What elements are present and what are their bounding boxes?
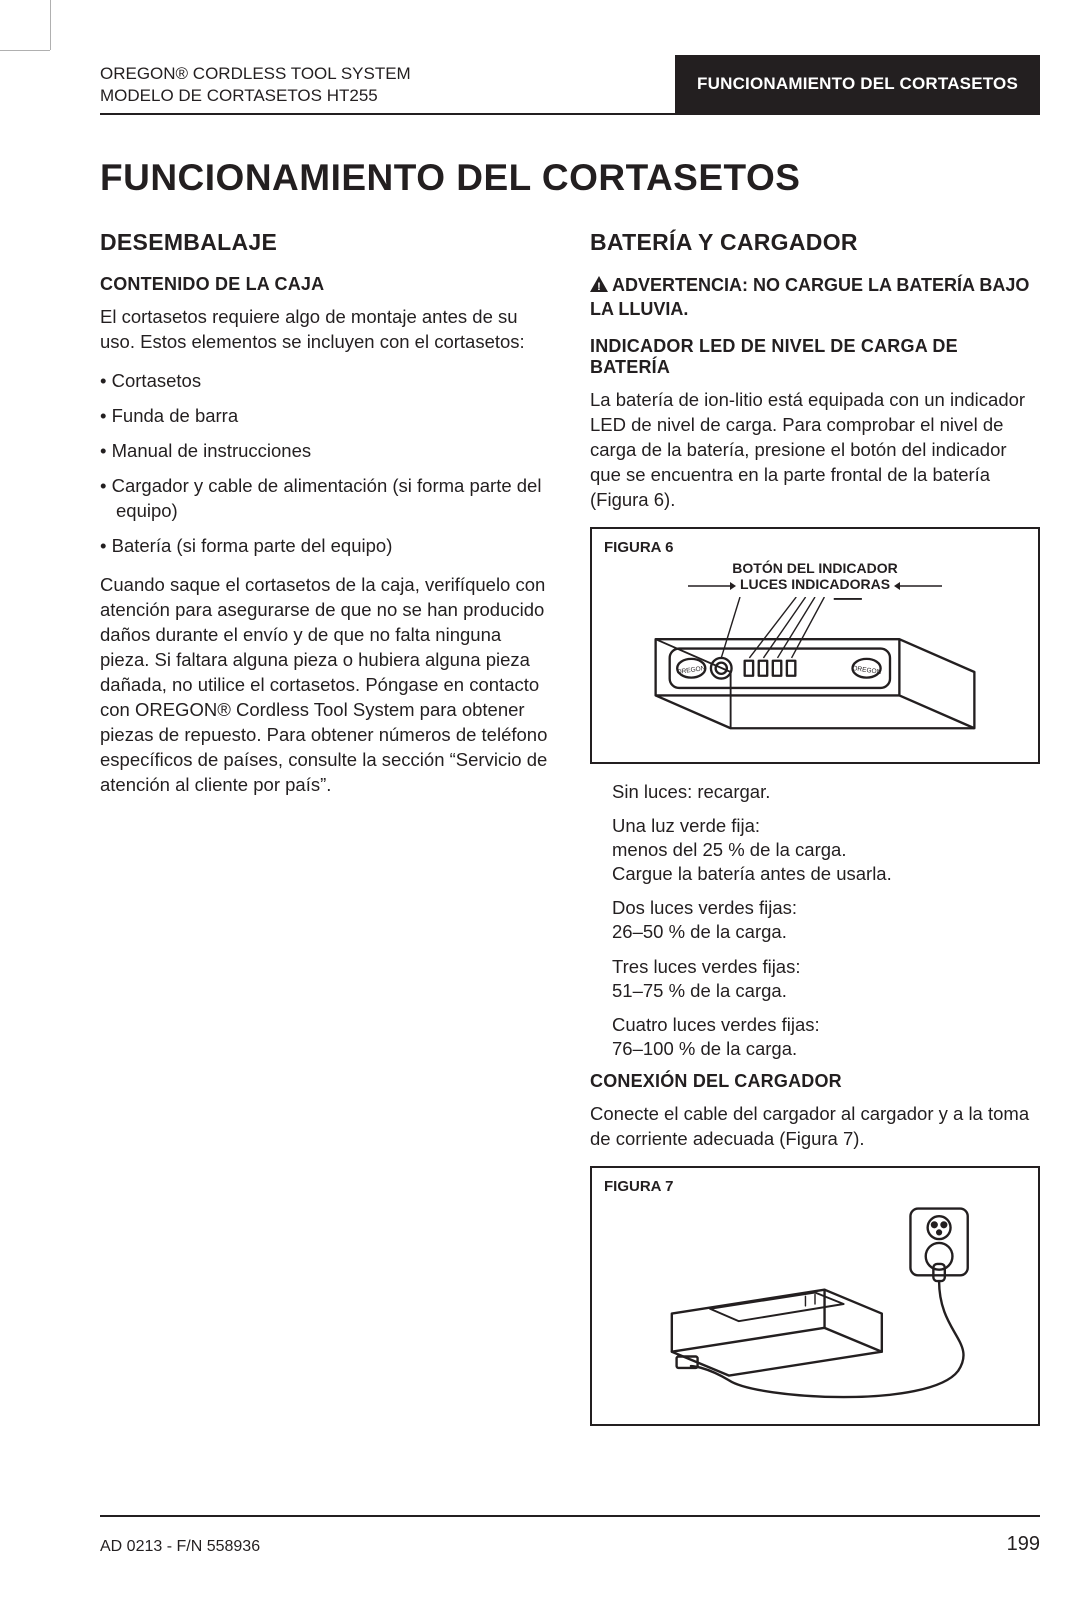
- section-title-battery: BATERÍA Y CARGADOR: [590, 229, 1040, 256]
- item-label: Batería (si forma parte del equipo): [112, 535, 393, 556]
- led-state: Tres luces verdes fijas: 51–75 % de la c…: [612, 955, 1040, 1003]
- page-content: OREGON® CORDLESS TOOL SYSTEM MODELO DE C…: [100, 55, 1040, 1572]
- led-state: Cuatro luces verdes fijas: 76–100 % de l…: [612, 1013, 1040, 1061]
- left-column: DESEMBALAJE CONTENIDO DE LA CAJA El cort…: [100, 229, 550, 1442]
- charger-illustration: [604, 1199, 1026, 1409]
- subsection-led: INDICADOR LED DE NIVEL DE CARGA DE BATER…: [590, 336, 1040, 378]
- header-line-1: OREGON® CORDLESS TOOL SYSTEM: [100, 63, 411, 85]
- section-title-unpacking: DESEMBALAJE: [100, 229, 550, 256]
- warning-text: ! ADVERTENCIA: NO CARGUE LA BATERÍA BAJO…: [590, 274, 1040, 322]
- led-state: Una luz verde fija: menos del 25 % de la…: [612, 814, 1040, 886]
- page-number: 199: [1007, 1533, 1040, 1556]
- subsection-box-contents: CONTENIDO DE LA CAJA: [100, 274, 550, 295]
- item-label: Cargador y cable de alimentación (si for…: [112, 475, 542, 521]
- crop-mark: [0, 50, 50, 51]
- list-item: Cargador y cable de alimentación (si for…: [100, 474, 550, 524]
- header-right-badge: FUNCIONAMIENTO DEL CORTASETOS: [675, 55, 1040, 115]
- list-item: Cortasetos: [100, 369, 550, 394]
- svg-text:!: !: [597, 281, 601, 292]
- led-paragraph: La batería de ion-litio está equipada co…: [590, 388, 1040, 513]
- charger-paragraph: Conecte el cable del cargador al cargado…: [590, 1102, 1040, 1152]
- crop-mark: [50, 0, 51, 50]
- unpacking-paragraph: Cuando saque el cortasetos de la caja, v…: [100, 573, 550, 798]
- battery-illustration: OREGON OREGON: [604, 597, 1026, 747]
- warning-label: ADVERTENCIA: NO CARGUE LA BATERÍA BAJO L…: [590, 275, 1029, 319]
- figure-6-anno-2: LUCES INDICADORAS: [604, 576, 1026, 593]
- page-footer: AD 0213 - F/N 558936 199: [100, 1515, 1040, 1556]
- box-contents-list: Cortasetos Funda de barra Manual de inst…: [100, 369, 550, 559]
- header-line-2: MODELO DE CORTASETOS HT255: [100, 85, 411, 107]
- header-left: OREGON® CORDLESS TOOL SYSTEM MODELO DE C…: [100, 55, 411, 107]
- anno-label: LUCES INDICADORAS: [740, 576, 890, 592]
- figure-7-label: FIGURA 7: [604, 1178, 1026, 1195]
- subsection-charger: CONEXIÓN DEL CARGADOR: [590, 1071, 1040, 1092]
- figure-6-label: FIGURA 6: [604, 539, 1026, 556]
- item-label: Manual de instrucciones: [112, 440, 312, 461]
- figure-6: FIGURA 6 BOTÓN DEL INDICADOR LUCES INDIC…: [590, 527, 1040, 765]
- intro-text: El cortasetos requiere algo de montaje a…: [100, 305, 550, 355]
- figure-7: FIGURA 7: [590, 1166, 1040, 1426]
- footer-doc-id: AD 0213 - F/N 558936: [100, 1538, 260, 1556]
- figure-6-anno-1: BOTÓN DEL INDICADOR: [604, 560, 1026, 577]
- page-header: OREGON® CORDLESS TOOL SYSTEM MODELO DE C…: [100, 55, 1040, 115]
- list-item: Manual de instrucciones: [100, 439, 550, 464]
- columns: DESEMBALAJE CONTENIDO DE LA CAJA El cort…: [100, 229, 1040, 1442]
- list-item: Funda de barra: [100, 404, 550, 429]
- right-column: BATERÍA Y CARGADOR ! ADVERTENCIA: NO CAR…: [590, 229, 1040, 1442]
- led-states-list: Sin luces: recargar. Una luz verde fija:…: [612, 780, 1040, 1060]
- warning-icon: !: [590, 275, 608, 298]
- item-label: Funda de barra: [112, 405, 239, 426]
- page-title: FUNCIONAMIENTO DEL CORTASETOS: [100, 157, 1040, 199]
- list-item: Batería (si forma parte del equipo): [100, 534, 550, 559]
- item-label: Cortasetos: [112, 370, 201, 391]
- led-state: Dos luces verdes fijas: 26–50 % de la ca…: [612, 896, 1040, 944]
- led-state: Sin luces: recargar.: [612, 780, 1040, 804]
